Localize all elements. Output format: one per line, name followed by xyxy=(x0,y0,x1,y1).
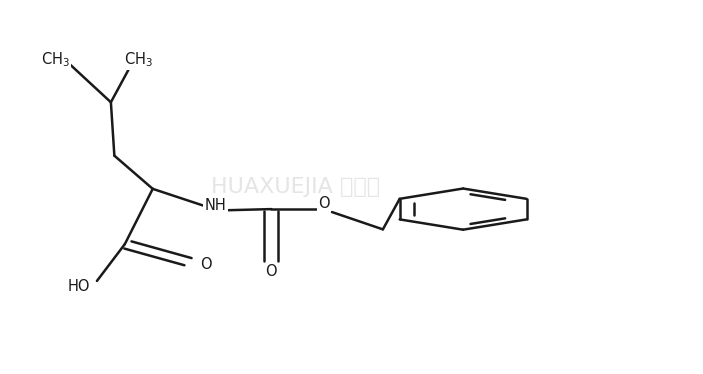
Text: O: O xyxy=(318,196,330,211)
Text: CH$_3$: CH$_3$ xyxy=(124,50,153,69)
Text: HO: HO xyxy=(67,279,90,294)
Text: O: O xyxy=(200,257,212,272)
Text: O: O xyxy=(266,264,277,279)
Text: HUAXUEJIA 化学加: HUAXUEJIA 化学加 xyxy=(211,177,380,197)
Text: CH$_3$: CH$_3$ xyxy=(41,50,70,69)
Text: NH: NH xyxy=(205,198,226,213)
